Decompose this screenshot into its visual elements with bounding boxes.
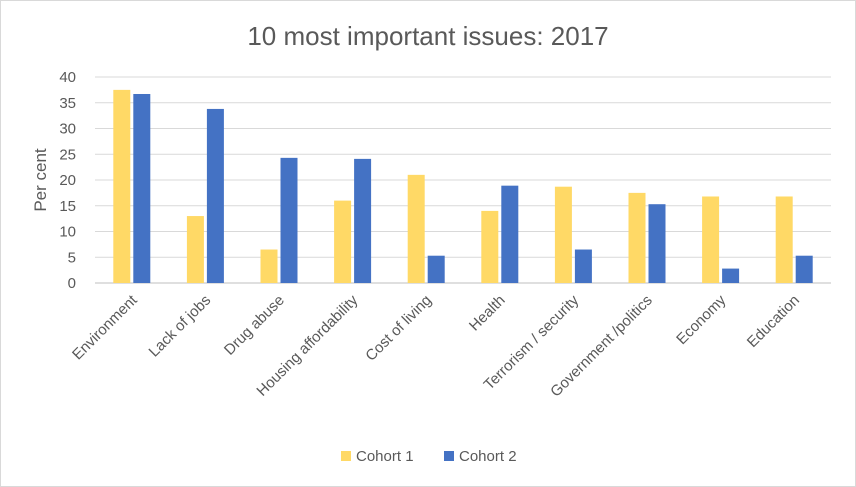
y-axis-title: Per cent xyxy=(31,148,50,212)
y-tick-label: 15 xyxy=(59,198,76,215)
y-tick-label: 25 xyxy=(59,146,76,163)
gridlines xyxy=(95,76,831,284)
x-tick-label: Health xyxy=(466,292,509,335)
bar-1-5 xyxy=(481,210,499,283)
y-tick-label: 35 xyxy=(59,95,76,112)
x-tick-label: Education xyxy=(744,292,803,351)
bar-1-7 xyxy=(628,192,646,283)
chart-title: 10 most important issues: 2017 xyxy=(247,21,608,51)
y-tick-label: 40 xyxy=(59,69,76,86)
y-tick-label: 10 xyxy=(59,224,76,241)
x-tick-label: Cost of living xyxy=(362,292,435,365)
y-tick-label: 20 xyxy=(59,172,76,189)
legend: Cohort 1 Cohort 2 xyxy=(341,448,517,465)
bar-2-6 xyxy=(574,249,592,283)
x-tick-label: Drug abuse xyxy=(221,292,288,359)
bar-1-1 xyxy=(186,216,204,283)
bar-1-2 xyxy=(260,249,278,283)
bar-2-9 xyxy=(795,255,813,283)
legend-label-2: Cohort 2 xyxy=(459,448,517,465)
x-axis-ticks: Environment Lack of jobs Drug abuseHousing… xyxy=(69,291,803,400)
bar-2-3 xyxy=(354,158,372,283)
bar-1-4 xyxy=(407,174,425,283)
bar-2-0 xyxy=(133,93,151,284)
legend-label-1: Cohort 1 xyxy=(356,448,414,465)
x-tick-label: Lack of jobs xyxy=(146,292,215,361)
bar-1-3 xyxy=(334,200,352,283)
x-tick-label: Economy xyxy=(673,291,730,348)
bar-1-6 xyxy=(554,186,572,283)
y-tick-label: 5 xyxy=(68,249,76,266)
bar-2-8 xyxy=(722,268,740,283)
bar-2-7 xyxy=(648,204,666,283)
bar-2-1 xyxy=(206,108,224,284)
legend-swatch-1 xyxy=(341,451,351,461)
bar-2-2 xyxy=(280,157,298,283)
bar-1-0 xyxy=(113,89,131,283)
bars xyxy=(113,89,813,284)
bar-2-5 xyxy=(501,185,519,283)
x-tick-label: Environment xyxy=(69,291,141,363)
y-tick-label: 0 xyxy=(68,275,76,292)
y-tick-label: 30 xyxy=(59,121,76,138)
bar-2-4 xyxy=(427,255,445,283)
bar-1-8 xyxy=(702,196,720,283)
legend-swatch-2 xyxy=(444,451,454,461)
bar-1-9 xyxy=(775,196,793,283)
y-axis-ticks: 0 5 10 15 20 25 30 35 40 xyxy=(59,69,76,292)
